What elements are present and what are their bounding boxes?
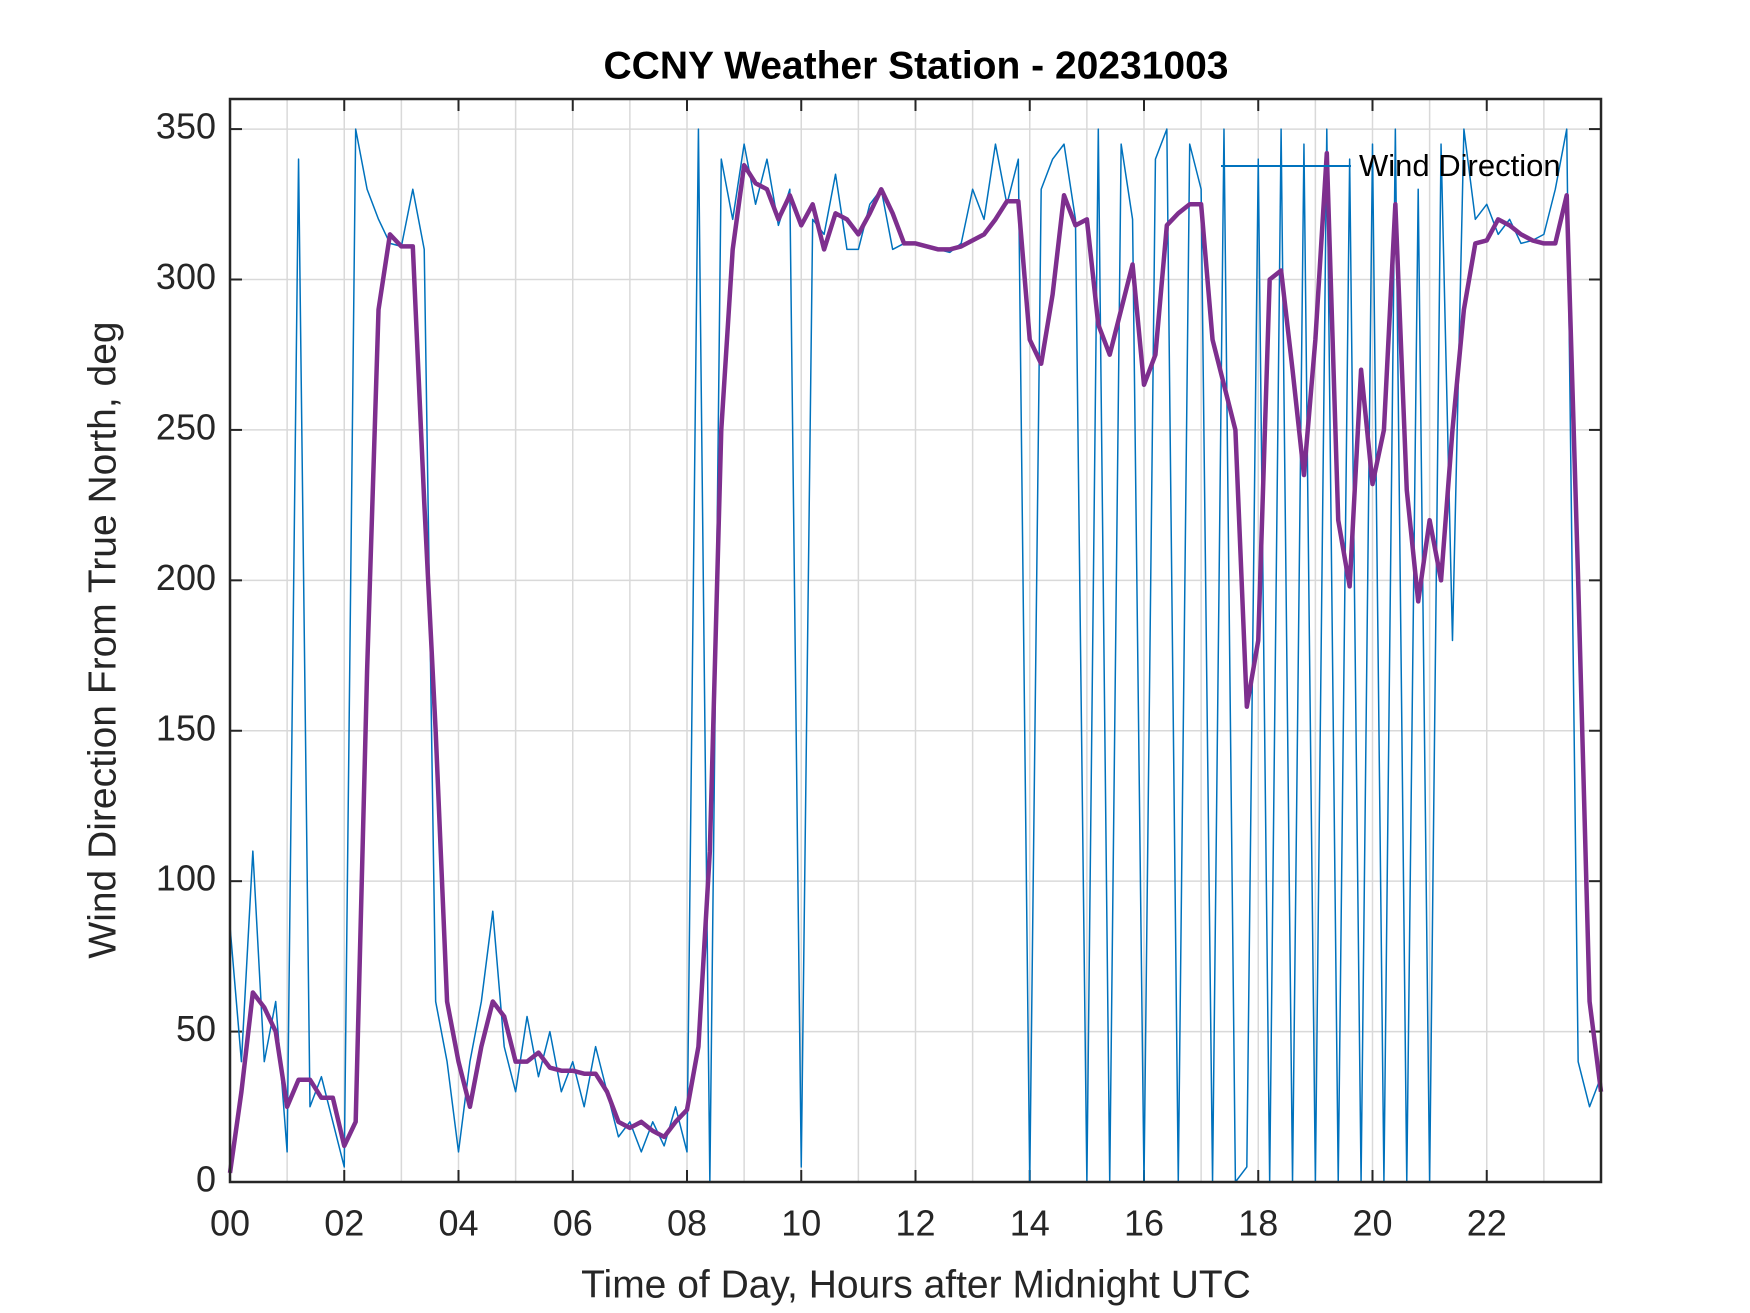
x-tick-label: 06 [553,1203,593,1244]
y-axis-label: Wind Direction From True North, deg [81,321,124,958]
x-tick-label: 02 [324,1203,364,1244]
axes-box [228,97,1603,1184]
x-tick-label: 12 [895,1203,935,1244]
y-tick-label: 0 [196,1159,216,1200]
y-tick-label: 200 [156,557,216,598]
y-tick-label: 50 [176,1008,216,1049]
data-line [227,150,1604,1174]
y-tick-label: 350 [156,106,216,147]
x-tick-label: 18 [1238,1203,1278,1244]
y-tick-label: 300 [156,256,216,297]
chart-title: CCNY Weather Station - 20231003 [604,44,1229,87]
x-axis-label: Time of Day, Hours after Midnight UTC [581,1263,1251,1306]
x-tick-label: 00 [210,1203,250,1244]
y-tick-label: 150 [156,707,216,748]
x-tick-label: 04 [438,1203,478,1244]
y-tick-label: 100 [156,858,216,899]
x-tick-label: 10 [781,1203,821,1244]
x-tick-label: 22 [1467,1203,1507,1244]
x-tick-label: 20 [1352,1203,1392,1244]
x-tick-label: 08 [667,1203,707,1244]
x-tick-label: 14 [1010,1203,1050,1244]
legend-label: Wind Direction [1359,148,1561,183]
x-tick-label: 16 [1124,1203,1164,1244]
y-tick-label: 250 [156,406,216,447]
